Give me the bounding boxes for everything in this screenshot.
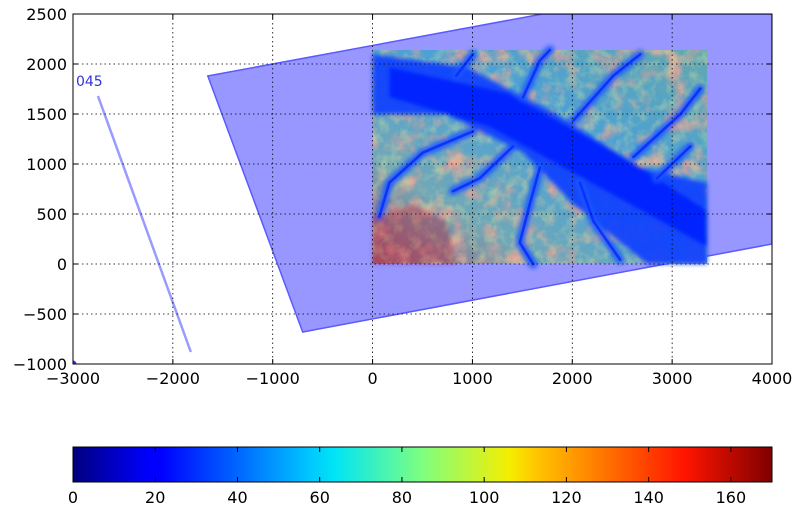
axes-frame	[72, 13, 773, 365]
colorbar-tick-label: 20	[145, 488, 165, 507]
track-line	[96, 95, 193, 353]
colorbar: 0 20 40 60 80 100 120 140 160	[68, 446, 773, 507]
x-tick-label: 2000	[552, 369, 593, 388]
x-tick-label: 3000	[652, 369, 693, 388]
y-tick-label: 2500	[26, 5, 67, 24]
track-label: 045	[76, 74, 103, 90]
x-axis: −3000 −2000 −1000 0 1000 2000 3000 4000	[46, 14, 792, 388]
x-tick-label: 1000	[452, 369, 493, 388]
plot-area	[73, 14, 772, 364]
colorbar-tick-label: 80	[392, 488, 412, 507]
y-tick-label: 1000	[26, 155, 67, 174]
x-tick-label: −2000	[146, 369, 200, 388]
y-axis: −1000 −500 0 500 1000 1500 2000 2500	[13, 5, 772, 374]
x-tick-label: −3000	[46, 369, 100, 388]
colorbar-tick-label: 140	[633, 488, 664, 507]
y-tick-label: 2000	[26, 55, 67, 74]
colorbar-tick-label: 0	[68, 488, 78, 507]
track-start-marker	[73, 360, 77, 364]
y-tick-label: 500	[36, 205, 67, 224]
x-tick-label: 4000	[752, 369, 793, 388]
colorbar-gradient	[72, 446, 773, 483]
x-tick-label: 0	[367, 369, 377, 388]
colorbar-tick-label: 120	[551, 488, 582, 507]
colorbar-tick-label: 60	[310, 488, 330, 507]
y-tick-label: −1000	[13, 355, 67, 374]
heatmap-image	[372, 45, 708, 269]
x-tick-label: −1000	[246, 369, 300, 388]
colorbar-tick-label: 40	[227, 488, 247, 507]
y-tick-label: 0	[57, 255, 67, 274]
colorbar-ticks: 0 20 40 60 80 100 120 140 160	[68, 447, 746, 507]
y-tick-label: 1500	[26, 105, 67, 124]
colorbar-tick-label: 160	[716, 488, 747, 507]
y-tick-label: −500	[23, 305, 67, 324]
colorbar-tick-label: 100	[469, 488, 500, 507]
